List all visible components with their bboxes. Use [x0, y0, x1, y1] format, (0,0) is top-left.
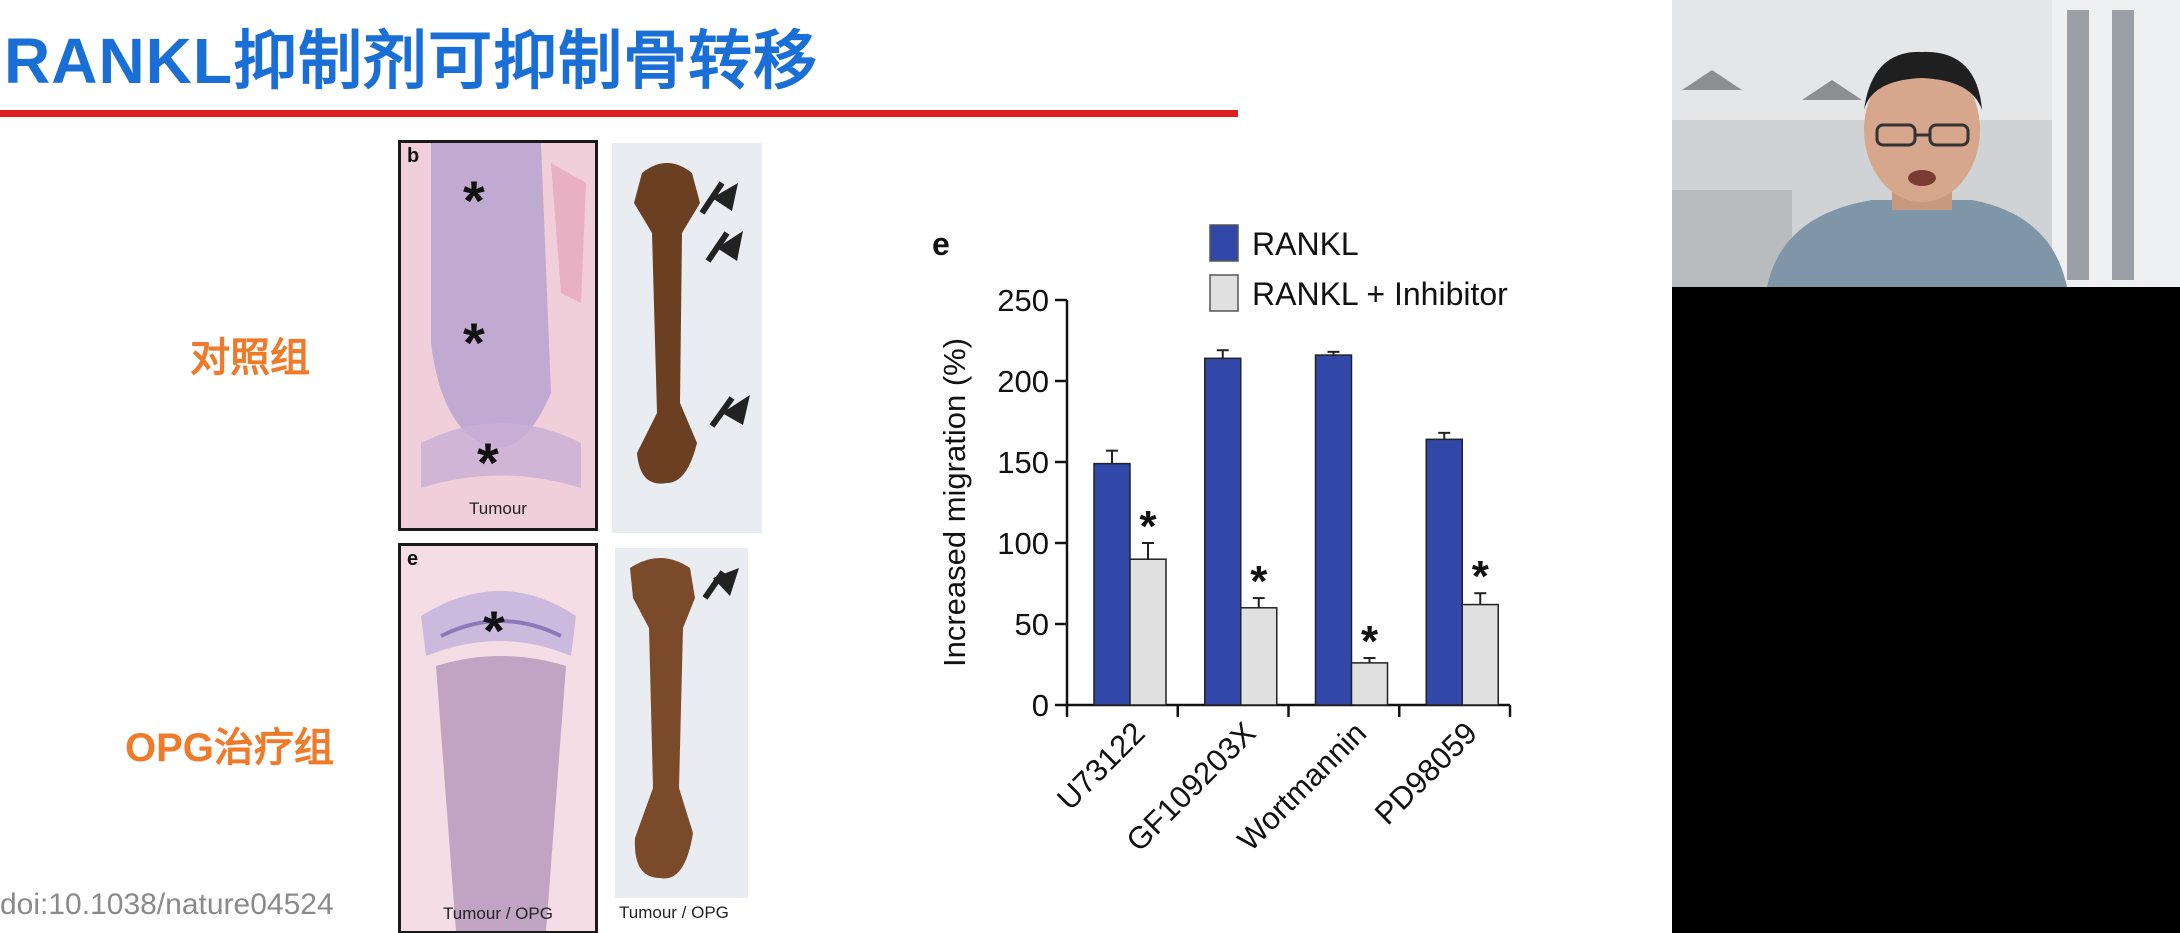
significance-marker: *	[1250, 557, 1268, 606]
histology-panel-opg: e * Tumour / OPG	[398, 543, 598, 933]
panel-caption-tumour: Tumour	[469, 499, 527, 518]
y-tick-label: 200	[997, 364, 1049, 399]
chart-panel-letter: e	[932, 226, 950, 262]
migration-bar-chart: e RANKL RANKL + Inhibitor 0 50 100 150 200 250 In…	[932, 224, 1512, 858]
opg-group-label: OPG治疗组	[125, 726, 334, 770]
title-underline	[0, 110, 1238, 117]
histology-image-control	[401, 143, 595, 528]
y-tick-label: 0	[1032, 688, 1049, 723]
legend-swatch	[1209, 274, 1239, 312]
y-tick-label: 100	[997, 526, 1049, 561]
bar	[1350, 662, 1389, 706]
bar	[1461, 603, 1499, 706]
bone-photo-opg	[615, 548, 748, 898]
bone-image-control	[634, 163, 750, 484]
tumour-asterisk: *	[463, 169, 485, 232]
panel-letter-e-left: e	[407, 548, 419, 570]
bar	[1425, 438, 1463, 706]
y-tick-label: 150	[997, 445, 1049, 480]
bone-image-opg	[630, 558, 739, 879]
presenter-webcam	[1672, 0, 2180, 287]
significance-marker: *	[1361, 617, 1379, 666]
slide-title: RANKL抑制剂可抑制骨转移	[4, 25, 818, 97]
panel-letter-b: b	[407, 145, 420, 167]
tumour-asterisk: *	[483, 599, 505, 662]
legend-label: RANKL + Inhibitor	[1252, 276, 1508, 312]
bone-photo-control	[612, 143, 762, 533]
bar	[1204, 357, 1242, 706]
x-tick-label: U73122	[1050, 715, 1152, 817]
tumour-asterisk: *	[477, 431, 499, 494]
bar	[1093, 462, 1131, 706]
y-tick-label: 250	[997, 283, 1049, 318]
y-axis-title: Increased migration (%)	[937, 338, 972, 667]
tumour-asterisk: *	[463, 311, 485, 374]
y-tick-label: 50	[1015, 607, 1049, 642]
doi-reference: doi:10.1038/nature04524	[0, 888, 334, 921]
histology-panel-control: b * * * Tumour	[398, 140, 598, 531]
significance-marker: *	[1139, 502, 1157, 551]
significance-marker: *	[1472, 552, 1490, 601]
control-group-label: 对照组	[190, 336, 310, 380]
slide: RANKL抑制剂可抑制骨转移 对照组 OPG治疗组 b * * * Tumour	[0, 0, 1672, 933]
bar	[1314, 354, 1353, 706]
histology-image-opg	[401, 546, 595, 931]
x-tick-label: PD98059	[1368, 715, 1484, 831]
legend-swatch	[1209, 224, 1239, 262]
bar	[1129, 558, 1167, 706]
presenter-video-image	[1672, 0, 2180, 287]
panel-caption-tumour-opg: Tumour / OPG	[443, 904, 553, 923]
bone-caption-tumour-opg: Tumour / OPG	[619, 903, 729, 922]
bar	[1240, 607, 1278, 706]
legend-label: RANKL	[1252, 226, 1359, 262]
webcam-black-area	[1672, 287, 2180, 933]
